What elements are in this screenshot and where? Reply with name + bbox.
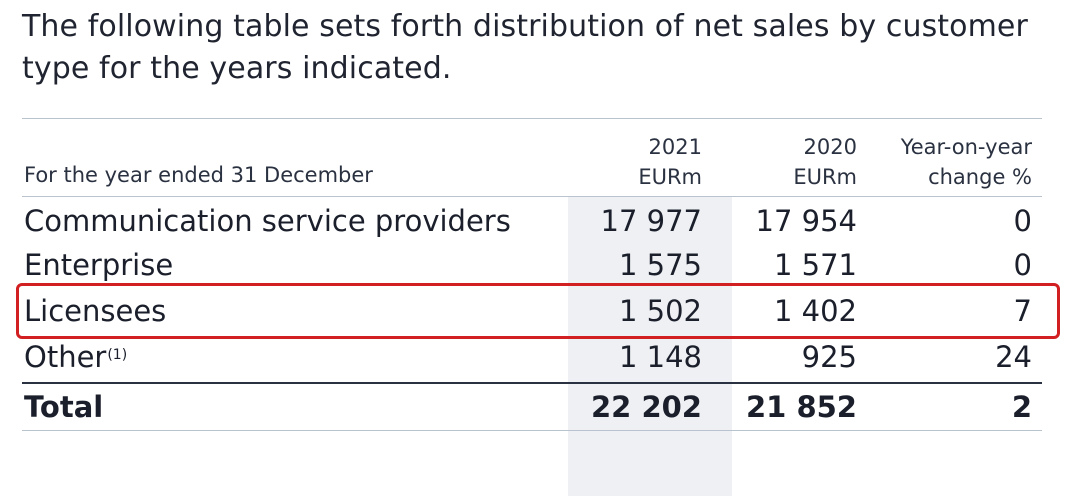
row-label: Other bbox=[24, 340, 107, 374]
header-2021: 2021 EURm bbox=[638, 132, 702, 192]
row-value-2020: 925 bbox=[801, 340, 857, 374]
table-top-rule bbox=[22, 118, 1042, 119]
footnote-marker: (1) bbox=[107, 347, 128, 363]
header-2020-year: 2020 bbox=[803, 135, 857, 159]
table-row-communication-service-providers: Communication service providers 17 977 1… bbox=[22, 198, 1042, 244]
header-rule bbox=[22, 196, 1042, 197]
row-label: Enterprise bbox=[24, 248, 174, 282]
row-change: 24 bbox=[995, 340, 1032, 374]
header-label: For the year ended 31 December bbox=[24, 163, 373, 187]
row-value-2021: 1 575 bbox=[618, 248, 702, 282]
row-label: Communication service providers bbox=[24, 204, 511, 238]
row-label-other: Other(1) bbox=[24, 334, 127, 380]
table-row-licensees: Licensees 1 502 1 402 7 bbox=[22, 288, 1042, 334]
total-value-2020: 21 852 bbox=[746, 390, 857, 424]
intro-line-1: The following table sets forth distribut… bbox=[22, 9, 1028, 44]
row-value-2020: 17 954 bbox=[755, 204, 857, 238]
header-2020: 2020 EURm bbox=[793, 132, 857, 192]
table-row-enterprise: Enterprise 1 575 1 571 0 bbox=[22, 242, 1042, 288]
header-2020-unit: EURm bbox=[793, 165, 857, 189]
total-label: Total bbox=[24, 390, 104, 424]
header-change: Year-on-year change % bbox=[901, 132, 1032, 192]
total-change: 2 bbox=[1011, 390, 1032, 424]
intro-paragraph: The following table sets forth distribut… bbox=[22, 6, 1062, 90]
row-change: 0 bbox=[1013, 248, 1032, 282]
row-value-2020: 1 571 bbox=[773, 248, 857, 282]
intro-line-2: type for the years indicated. bbox=[22, 51, 452, 86]
table-row-total: Total 22 202 21 852 2 bbox=[22, 384, 1042, 430]
row-change: 7 bbox=[1013, 294, 1032, 328]
row-label: Licensees bbox=[24, 294, 167, 328]
header-2021-unit: EURm bbox=[638, 165, 702, 189]
row-value-2021: 1 148 bbox=[618, 340, 702, 374]
table-bottom-rule bbox=[22, 430, 1042, 431]
row-change: 0 bbox=[1013, 204, 1032, 238]
row-value-2021: 1 502 bbox=[618, 294, 702, 328]
total-rule bbox=[22, 382, 1042, 384]
header-change-line1: Year-on-year bbox=[900, 135, 1032, 159]
header-change-line2: change % bbox=[928, 165, 1032, 189]
licensees-highlight-box bbox=[16, 283, 1060, 339]
header-2021-year: 2021 bbox=[648, 135, 702, 159]
row-value-2020: 1 402 bbox=[773, 294, 857, 328]
table-row-other: Other(1) 1 148 925 24 bbox=[22, 334, 1042, 380]
total-value-2021: 22 202 bbox=[591, 390, 702, 424]
row-value-2021: 17 977 bbox=[600, 204, 702, 238]
